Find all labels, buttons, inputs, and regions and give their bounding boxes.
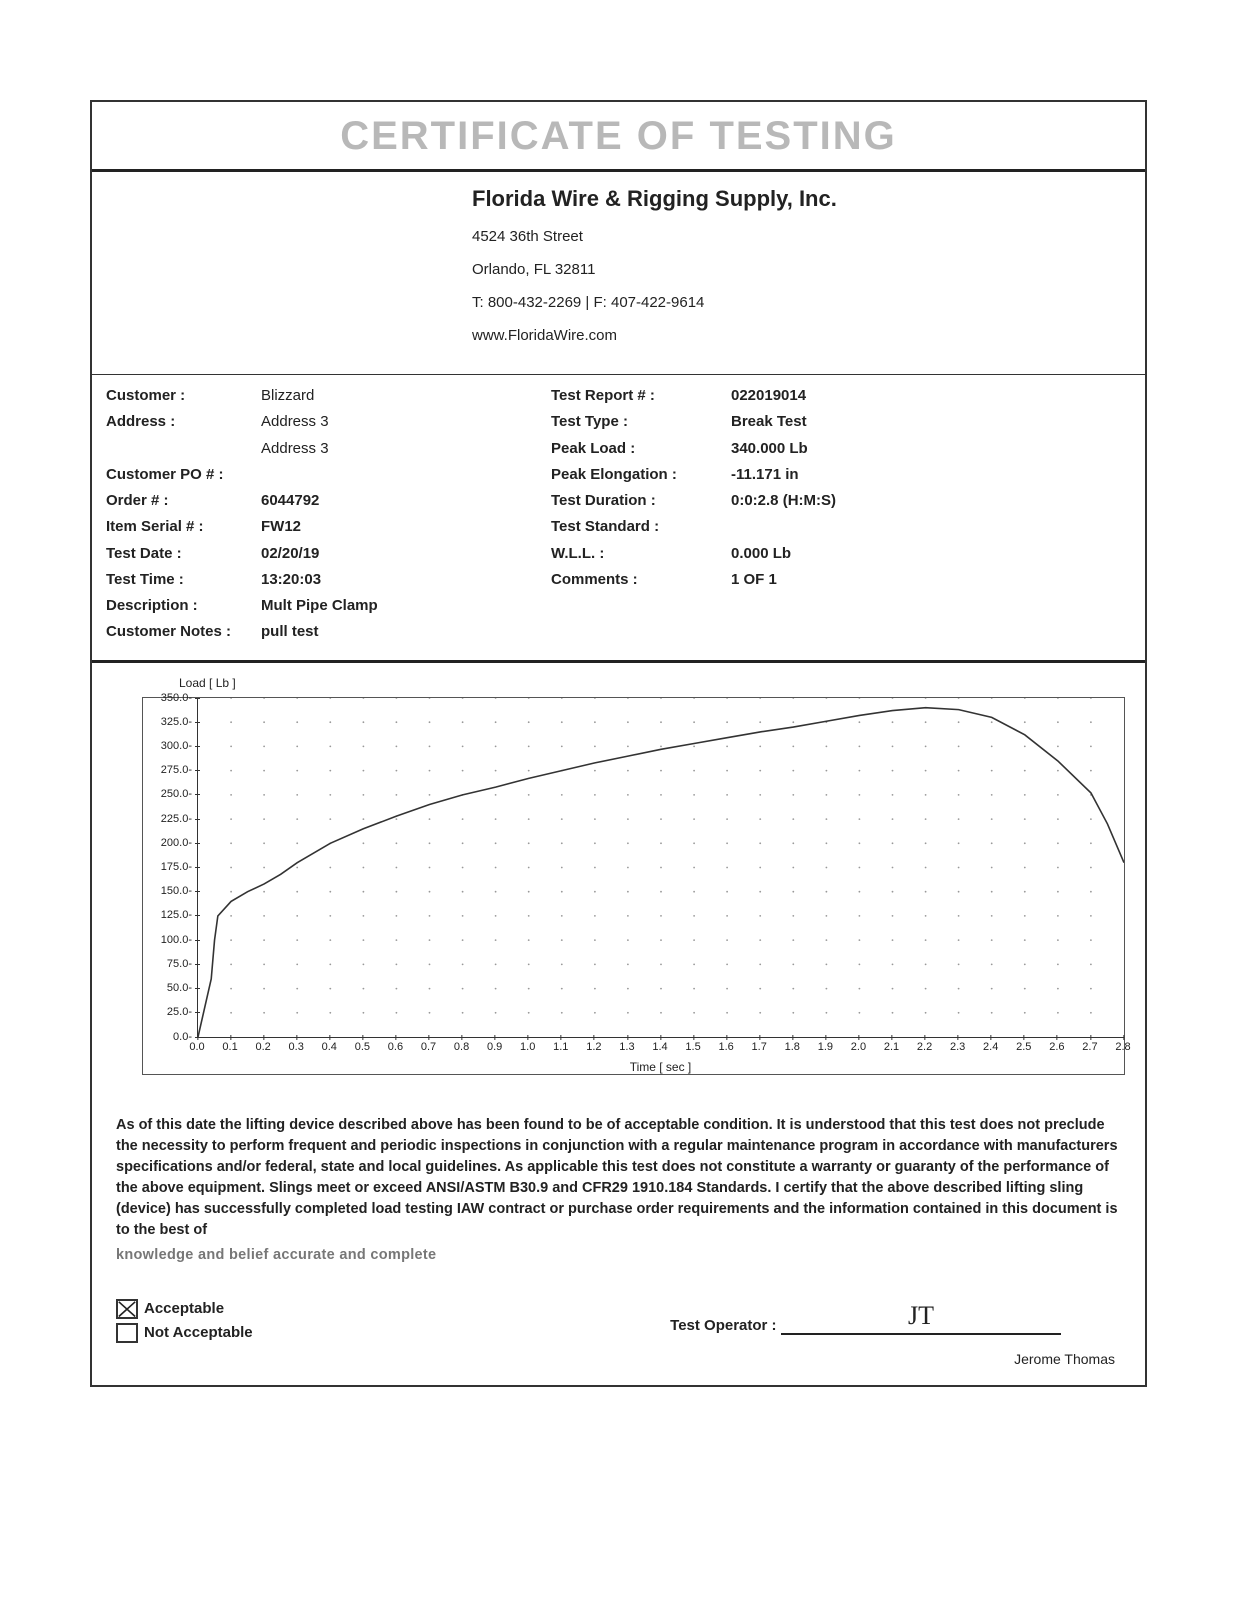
label-report: Test Report # : bbox=[551, 383, 677, 409]
value-comments: 1 OF 1 bbox=[731, 567, 836, 593]
disclaimer-cutoff: knowledge and belief accurate and comple… bbox=[92, 1247, 1145, 1263]
company-city: Orlando, FL 32811 bbox=[472, 261, 1125, 278]
acceptance-block: Acceptable Not Acceptable bbox=[116, 1299, 253, 1343]
value-report: 022019014 bbox=[731, 383, 836, 409]
value-std bbox=[731, 514, 836, 540]
disclaimer-text: As of this date the lifting device descr… bbox=[92, 1085, 1145, 1247]
label-elong: Peak Elongation : bbox=[551, 462, 677, 488]
chart-plot-area: 0.0-25.0-50.0-75.0-100.0-125.0-150.0-175… bbox=[197, 698, 1124, 1038]
company-street: 4524 36th Street bbox=[472, 228, 1125, 245]
operator-name: Jerome Thomas bbox=[92, 1343, 1145, 1367]
right-labels: Test Report # : Test Type : Peak Load : … bbox=[551, 383, 731, 646]
company-web: www.FloridaWire.com bbox=[472, 327, 1125, 344]
company-phone: T: 800-432-2269 | F: 407-422-9614 bbox=[472, 294, 1125, 311]
value-order: 6044792 bbox=[261, 488, 378, 514]
info-grid: Customer : Address : Customer PO # : Ord… bbox=[92, 375, 1145, 660]
value-elong: -11.171 in bbox=[731, 462, 836, 488]
label-notes: Customer Notes : bbox=[106, 619, 231, 645]
operator-label: Test Operator : bbox=[670, 1317, 776, 1334]
footer: Acceptable Not Acceptable Test Operator … bbox=[92, 1263, 1145, 1343]
label-address: Address : bbox=[106, 409, 231, 435]
chart-x-label: Time [ sec ] bbox=[197, 1060, 1124, 1074]
value-po bbox=[261, 462, 378, 488]
value-desc: Mult Pipe Clamp bbox=[261, 593, 378, 619]
value-address1: Address 3 bbox=[261, 409, 378, 435]
left-values: Blizzard Address 3 Address 3 6044792 FW1… bbox=[261, 383, 551, 646]
operator-block: Test Operator : JT bbox=[670, 1299, 1061, 1335]
value-time: 13:20:03 bbox=[261, 567, 378, 593]
chart-y-ticks: 0.0-25.0-50.0-75.0-100.0-125.0-150.0-175… bbox=[142, 698, 196, 1037]
not-acceptable-checkbox[interactable] bbox=[116, 1323, 138, 1343]
value-date: 02/20/19 bbox=[261, 541, 378, 567]
signature: JT bbox=[908, 1301, 934, 1331]
chart-svg bbox=[198, 698, 1124, 1037]
label-dur: Test Duration : bbox=[551, 488, 677, 514]
value-peak: 340.000 Lb bbox=[731, 436, 836, 462]
not-acceptable-label: Not Acceptable bbox=[144, 1324, 253, 1341]
acceptable-checkbox[interactable] bbox=[116, 1299, 138, 1319]
label-order: Order # : bbox=[106, 488, 231, 514]
chart-y-label: Load [ Lb ] bbox=[179, 676, 236, 690]
label-type: Test Type : bbox=[551, 409, 677, 435]
company-block: Florida Wire & Rigging Supply, Inc. 4524… bbox=[92, 172, 1145, 374]
chart-section: Load [ Lb ] 0.0-25.0-50.0-75.0-100.0-125… bbox=[92, 663, 1145, 1085]
label-std: Test Standard : bbox=[551, 514, 677, 540]
label-peak: Peak Load : bbox=[551, 436, 677, 462]
left-labels: Customer : Address : Customer PO # : Ord… bbox=[106, 383, 261, 646]
value-address2: Address 3 bbox=[261, 436, 378, 462]
right-values: 022019014 Break Test 340.000 Lb -11.171 … bbox=[731, 383, 1131, 646]
label-date: Test Date : bbox=[106, 541, 231, 567]
acceptable-label: Acceptable bbox=[144, 1300, 224, 1317]
certificate-page: CERTIFICATE OF TESTING Florida Wire & Ri… bbox=[90, 100, 1147, 1387]
company-name: Florida Wire & Rigging Supply, Inc. bbox=[472, 186, 1125, 212]
label-desc: Description : bbox=[106, 593, 231, 619]
value-type: Break Test bbox=[731, 409, 836, 435]
label-time: Test Time : bbox=[106, 567, 231, 593]
label-serial: Item Serial # : bbox=[106, 514, 231, 540]
value-wll: 0.000 Lb bbox=[731, 541, 836, 567]
load-time-chart: Load [ Lb ] 0.0-25.0-50.0-75.0-100.0-125… bbox=[142, 697, 1125, 1075]
label-comments: Comments : bbox=[551, 567, 677, 593]
label-wll: W.L.L. : bbox=[551, 541, 677, 567]
value-notes: pull test bbox=[261, 619, 378, 645]
value-serial: FW12 bbox=[261, 514, 378, 540]
label-po: Customer PO # : bbox=[106, 462, 231, 488]
value-dur: 0:0:2.8 (H:M:S) bbox=[731, 488, 836, 514]
page-title: CERTIFICATE OF TESTING bbox=[92, 102, 1145, 169]
label-customer: Customer : bbox=[106, 383, 231, 409]
chart-x-ticks: 0.00.10.20.30.40.50.60.70.80.91.01.11.21… bbox=[197, 1038, 1124, 1058]
value-customer: Blizzard bbox=[261, 383, 378, 409]
signature-line: JT bbox=[781, 1333, 1061, 1335]
